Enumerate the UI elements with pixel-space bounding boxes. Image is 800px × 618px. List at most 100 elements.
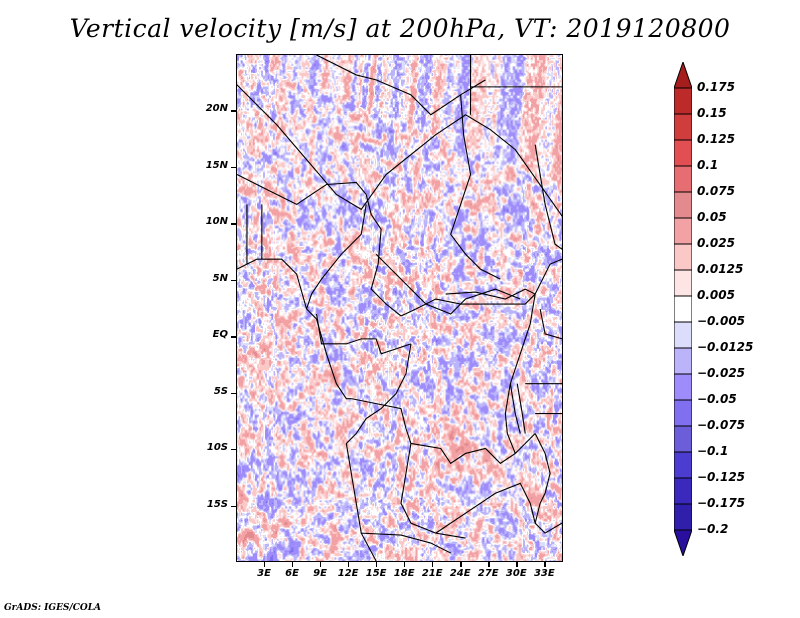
x-tick-mark xyxy=(544,562,546,567)
chart-title: Vertical velocity [m/s] at 200hPa, VT: 2… xyxy=(69,14,731,43)
x-tick-label: 15E xyxy=(365,568,387,579)
border-lake-tanganyika xyxy=(509,383,526,434)
x-tick-label: 6E xyxy=(285,568,299,579)
border-drc-zambia xyxy=(485,433,536,465)
colorbar xyxy=(674,62,692,556)
x-tick-mark xyxy=(376,562,378,567)
y-tick-mark xyxy=(231,336,236,338)
border-cameroon-car xyxy=(375,253,521,315)
border-ss-ethiopia xyxy=(534,258,562,295)
colorbar-label: −0.005 xyxy=(697,314,746,328)
footer-credit: GrADS: IGES/COLA xyxy=(4,603,102,613)
x-tick-label: 24E xyxy=(449,568,471,579)
colorbar-label: 0.1 xyxy=(697,158,719,172)
border-benin xyxy=(246,204,263,265)
x-tick-label: 18E xyxy=(393,568,415,579)
colorbar-swatch xyxy=(674,347,692,375)
colorbar-swatch xyxy=(674,373,692,401)
border-angola-coast xyxy=(345,443,377,561)
y-tick-label: 5S xyxy=(213,385,228,397)
colorbar-swatch xyxy=(674,217,692,245)
colorbar-swatch xyxy=(674,243,692,271)
x-tick-mark xyxy=(432,562,434,567)
border-sudan-ss xyxy=(445,288,536,300)
colorbar-label: 0.075 xyxy=(697,184,735,198)
colorbar-label: −0.125 xyxy=(697,470,746,484)
colorbar-swatch xyxy=(674,295,692,323)
x-tick-label: 21E xyxy=(421,568,443,579)
border-niger-nigeria xyxy=(237,174,367,206)
x-tick-mark xyxy=(488,562,490,567)
colorbar-swatch xyxy=(674,503,692,531)
colorbar-extend-max xyxy=(674,62,692,89)
border-namibia-angola xyxy=(361,532,451,554)
y-tick-label: 10S xyxy=(206,442,228,454)
border-angola-zambia xyxy=(400,443,466,539)
y-tick-mark xyxy=(231,505,236,507)
y-tick-mark xyxy=(231,166,236,169)
colorbar-swatch xyxy=(674,191,692,219)
border-gabon-congo xyxy=(315,313,412,355)
colorbar-label: 0.125 xyxy=(697,132,735,146)
border-angola-drc xyxy=(351,398,486,465)
y-tick-label: 5N xyxy=(212,272,228,284)
y-tick-mark xyxy=(231,110,236,112)
x-tick-mark xyxy=(460,562,462,567)
y-tick-mark xyxy=(231,279,236,282)
map-plot-area xyxy=(236,54,563,562)
x-tick-mark xyxy=(516,562,518,567)
colorbar-label: −0.075 xyxy=(697,418,746,432)
border-congo-drc xyxy=(345,343,412,444)
x-tick-mark xyxy=(348,562,350,567)
border-tanzania xyxy=(525,383,562,415)
colorbar-swatch xyxy=(674,477,692,505)
border-niger-algeria xyxy=(237,84,562,217)
x-tick-label: 33E xyxy=(533,568,555,579)
y-tick-label: 10N xyxy=(205,216,228,228)
border-mozambique xyxy=(534,503,562,534)
x-tick-mark xyxy=(320,562,322,567)
y-tick-label: 15S xyxy=(206,498,228,510)
border-chad-sudan xyxy=(450,94,501,280)
colorbar-label: 0.0125 xyxy=(697,262,744,276)
colorbar-label: −0.025 xyxy=(697,366,746,380)
border-uganda-kenya xyxy=(539,308,562,340)
y-tick-mark xyxy=(231,449,236,451)
colorbar-label: 0.025 xyxy=(697,236,735,250)
colorbar-label: 0.175 xyxy=(697,80,735,94)
y-tick-label: 15N xyxy=(205,159,228,171)
colorbar-swatch xyxy=(674,165,692,193)
colorbar-label: −0.1 xyxy=(697,444,729,458)
border-zambia-zimbabwe xyxy=(435,482,536,534)
colorbar-swatch xyxy=(674,425,692,453)
border-coast-westafrica xyxy=(237,258,317,320)
colorbar-label: −0.175 xyxy=(697,496,746,510)
border-chad-cameroon xyxy=(365,194,402,317)
colorbar-swatch xyxy=(674,321,692,349)
border-libya-chad xyxy=(316,55,486,116)
vertical-velocity-field xyxy=(237,55,562,561)
border-drc-coast xyxy=(315,318,352,400)
colorbar-swatch xyxy=(674,139,692,167)
border-sudan-ethiopia xyxy=(534,144,562,250)
x-tick-label: 12E xyxy=(337,568,359,579)
colorbar-swatch xyxy=(674,87,692,115)
x-tick-mark xyxy=(264,562,266,567)
colorbar-label: 0.15 xyxy=(697,106,727,120)
border-car-drc xyxy=(400,293,536,317)
border-drc-east xyxy=(504,293,536,454)
y-tick-label: 20N xyxy=(205,103,228,115)
colorbar-label: 0.005 xyxy=(697,288,735,302)
border-malawi xyxy=(534,433,551,504)
border-nigeria-cameroon xyxy=(306,204,367,310)
colorbar-extend-min xyxy=(674,529,692,556)
x-tick-label: 9E xyxy=(313,568,327,579)
colorbar-swatch xyxy=(674,399,692,427)
country-borders xyxy=(237,55,562,561)
colorbar-swatch xyxy=(674,113,692,141)
colorbar-swatch xyxy=(674,451,692,479)
colorbar-label: −0.0125 xyxy=(697,340,754,354)
x-tick-mark xyxy=(292,562,294,567)
y-tick-mark xyxy=(231,223,236,225)
colorbar-label: −0.05 xyxy=(697,392,737,406)
